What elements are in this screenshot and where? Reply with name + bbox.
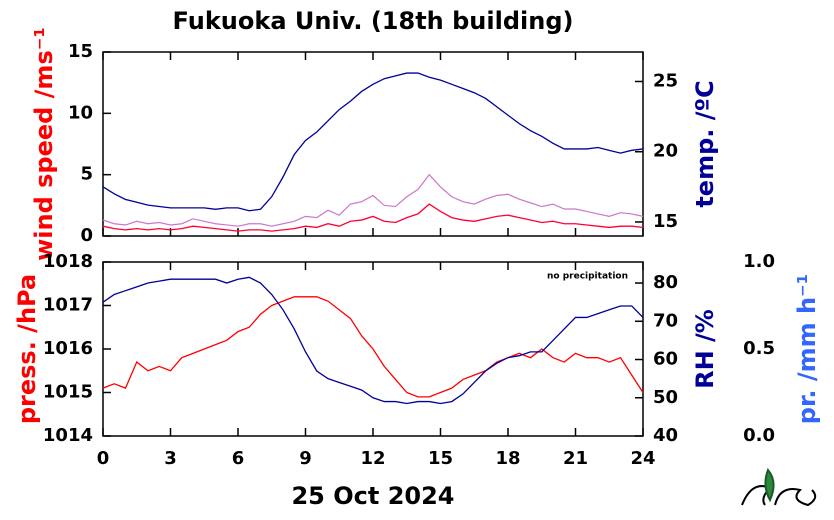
y-tick-label: 1017 bbox=[43, 295, 93, 316]
y-axis-label: press. /hPa bbox=[13, 274, 41, 424]
y-tick-label: 1016 bbox=[43, 338, 93, 359]
y-tick-label: 1018 bbox=[43, 251, 93, 272]
y-tick-label: 5 bbox=[80, 164, 93, 185]
x-tick-label: 21 bbox=[563, 448, 588, 469]
y2-axis-label: temp. /ºC bbox=[691, 80, 719, 207]
x-tick-label: 12 bbox=[360, 448, 385, 469]
y2-tick-label: 40 bbox=[653, 425, 678, 446]
y2-tick-label: 20 bbox=[653, 141, 678, 162]
chart-title: Fukuoka Univ. (18th building) bbox=[173, 7, 574, 35]
y-tick-label: 10 bbox=[68, 102, 93, 123]
x-tick-label: 6 bbox=[232, 448, 245, 469]
y3-tick-label: 0.5 bbox=[743, 338, 775, 359]
y-axis-label: wind speed /ms⁻¹ bbox=[30, 27, 58, 261]
x-tick-label: 15 bbox=[428, 448, 453, 469]
x-tick-label: 0 bbox=[97, 448, 110, 469]
annotation: no precipitation bbox=[547, 272, 628, 282]
y2-tick-label: 60 bbox=[653, 349, 678, 370]
y2-tick-label: 80 bbox=[653, 272, 678, 293]
y2-axis-label: RH /% bbox=[691, 309, 719, 389]
y-tick-label: 0 bbox=[80, 225, 93, 246]
series-line bbox=[102, 276, 644, 405]
y3-axis-label: pr. /mm h⁻¹ bbox=[793, 274, 821, 424]
series-line bbox=[102, 296, 644, 398]
x-tick-label: 18 bbox=[495, 448, 520, 469]
y3-tick-label: 1.0 bbox=[743, 251, 775, 272]
series-line bbox=[102, 72, 644, 212]
y-tick-label: 1015 bbox=[43, 382, 93, 403]
x-tick-label: 24 bbox=[630, 448, 655, 469]
y2-tick-label: 70 bbox=[653, 310, 678, 331]
y2-tick-label: 15 bbox=[653, 211, 678, 232]
y-tick-label: 15 bbox=[68, 41, 93, 62]
series-line bbox=[102, 203, 644, 232]
y-tick-label: 1014 bbox=[43, 425, 93, 446]
x-axis-label: 25 Oct 2024 bbox=[291, 482, 454, 510]
y2-tick-label: 25 bbox=[653, 70, 678, 91]
logo bbox=[741, 468, 817, 507]
x-tick-label: 9 bbox=[299, 448, 312, 469]
series-line bbox=[102, 173, 644, 227]
y2-tick-label: 50 bbox=[653, 387, 678, 408]
x-tick-label: 3 bbox=[164, 448, 177, 469]
y3-tick-label: 0.0 bbox=[743, 425, 775, 446]
